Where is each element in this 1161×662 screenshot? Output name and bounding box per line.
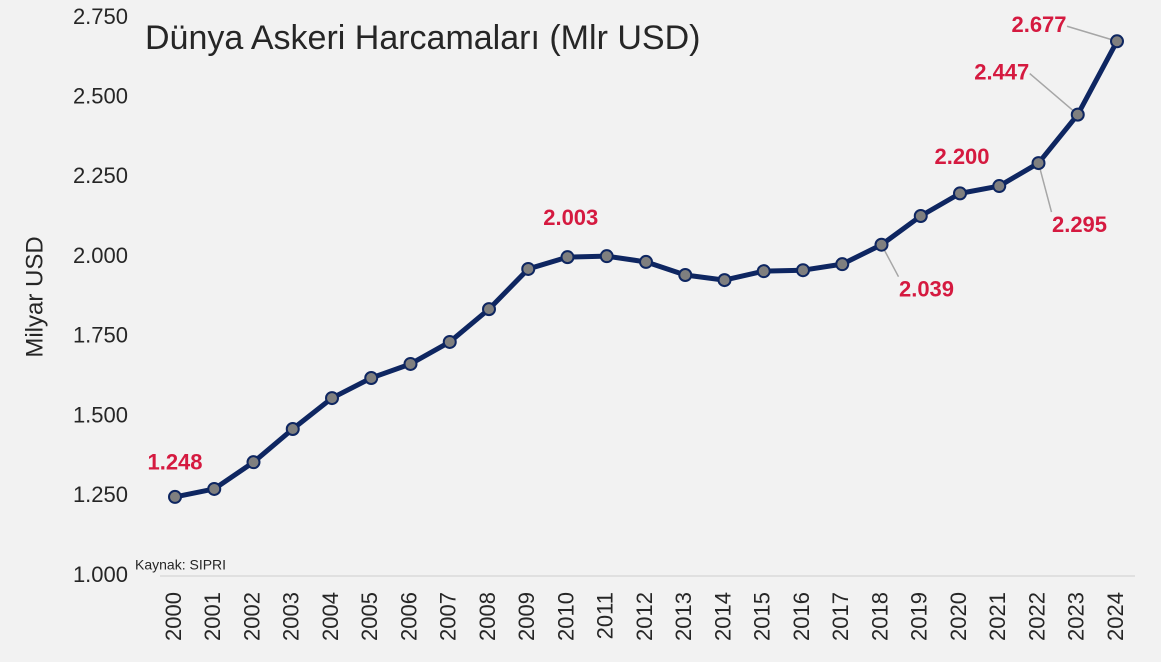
x-tick-label: 2015: [750, 592, 775, 641]
x-tick-label: 2005: [357, 592, 382, 641]
data-point: [442, 334, 457, 349]
data-point: [756, 264, 771, 279]
data-label: 1.248: [147, 450, 202, 475]
data-point: [1070, 107, 1085, 122]
x-tick-label: 2007: [436, 592, 461, 641]
x-tick-label: 2006: [396, 592, 421, 641]
y-tick-label: 1.500: [73, 402, 128, 427]
data-point: [482, 302, 496, 317]
data-label: 2.039: [899, 277, 954, 302]
y-tick-label: 2.000: [73, 243, 128, 268]
x-tick-label: 2014: [710, 592, 735, 641]
data-point: [207, 481, 222, 496]
y-tick-label: 1.750: [73, 323, 128, 348]
x-tick-label: 2013: [671, 592, 696, 641]
data-point: [1110, 34, 1124, 49]
x-tick-label: 2000: [161, 592, 186, 641]
data-point: [599, 249, 614, 264]
data-point: [285, 422, 300, 437]
y-tick-label: 1.000: [73, 562, 128, 587]
y-tick-label: 1.250: [73, 482, 128, 507]
x-tick-label: 2008: [475, 592, 500, 641]
x-tick-label: 2021: [985, 592, 1010, 641]
chart-title: Dünya Askeri Harcamaları (Mlr USD): [145, 19, 700, 57]
leader-line: [1066, 25, 1118, 42]
data-label: 2.295: [1052, 212, 1107, 237]
x-tick-label: 2012: [632, 592, 657, 641]
data-point: [874, 237, 889, 252]
data-label: 2.447: [974, 59, 1029, 84]
leader-line: [1037, 162, 1053, 213]
data-point: [953, 186, 967, 201]
x-tick-label: 2002: [239, 592, 264, 641]
data-point: [325, 391, 339, 406]
y-tick-label: 2.750: [73, 4, 128, 29]
data-point: [913, 209, 928, 224]
x-tick-label: 2018: [867, 592, 892, 641]
x-tick-label: 2016: [789, 592, 814, 641]
x-tick-label: 2020: [946, 592, 971, 641]
data-point: [403, 356, 418, 371]
data-point: [560, 250, 575, 265]
x-tick-label: 2019: [907, 592, 932, 641]
x-tick-label: 2004: [318, 592, 343, 641]
data-point: [678, 267, 693, 282]
y-tick-label: 2.500: [73, 84, 128, 109]
y-axis-label: Milyar USD: [21, 236, 48, 357]
data-point: [521, 261, 536, 276]
x-tick-label: 2022: [1024, 592, 1049, 641]
data-point: [1031, 156, 1046, 171]
data-point: [992, 179, 1007, 194]
x-tick-label: 2024: [1103, 592, 1128, 641]
data-label: 2.677: [1011, 12, 1066, 37]
x-tick-label: 2010: [553, 592, 578, 641]
data-point: [168, 489, 182, 504]
data-point: [639, 254, 653, 269]
data-point: [246, 455, 261, 470]
data-label: 2.003: [543, 205, 598, 230]
data-point: [364, 370, 379, 385]
x-tick-label: 2001: [200, 592, 225, 641]
leader-line: [1029, 73, 1079, 116]
data-label: 2.200: [934, 144, 989, 169]
data-point: [717, 273, 732, 288]
data-point: [835, 257, 850, 272]
x-tick-label: 2023: [1064, 592, 1089, 641]
x-tick-label: 2003: [279, 592, 304, 641]
x-tick-label: 2017: [828, 592, 853, 641]
source-note: Kaynak: SIPRI: [135, 557, 226, 573]
data-point: [796, 263, 810, 278]
y-tick-label: 2.250: [73, 163, 128, 188]
x-tick-label: 2011: [593, 592, 618, 639]
x-tick-label: 2009: [514, 592, 539, 641]
